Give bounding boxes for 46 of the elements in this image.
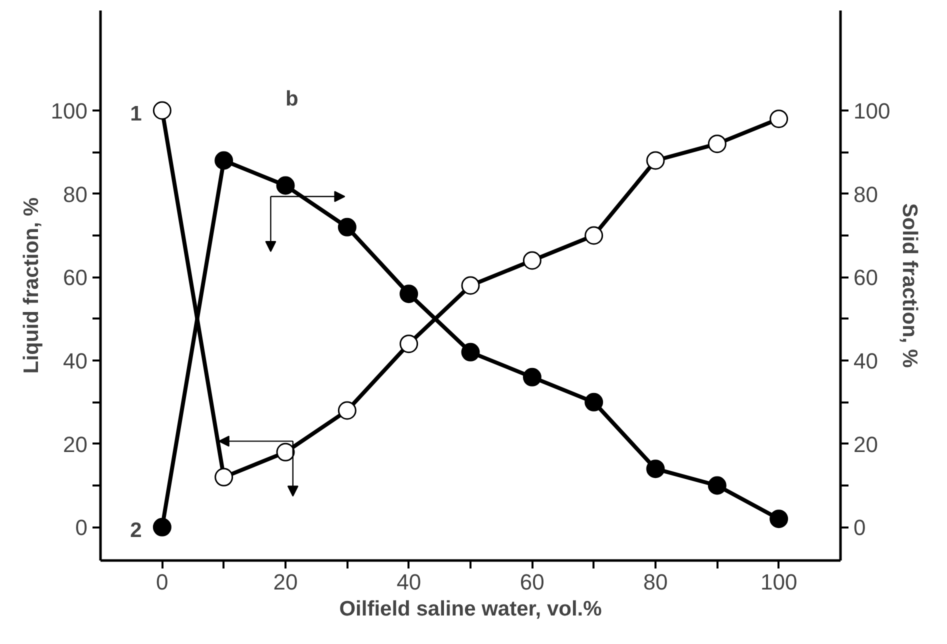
x-tick-label: 60 — [520, 570, 544, 594]
point — [646, 460, 665, 478]
x-tick-label: 40 — [396, 570, 422, 594]
point — [400, 334, 418, 354]
point — [646, 151, 665, 170]
annotation: b — [286, 88, 298, 110]
y2-axis-title: Solid fraction, % — [898, 203, 922, 368]
point — [338, 401, 356, 420]
point — [461, 342, 480, 362]
y-tick-label: 100 — [50, 98, 88, 124]
point — [338, 218, 356, 236]
point — [214, 468, 234, 486]
point — [152, 518, 172, 536]
point — [584, 226, 604, 245]
series-label: 2 — [130, 519, 142, 542]
y-tick-label: 80 — [63, 182, 88, 207]
y2-tick-label: 100 — [854, 98, 890, 124]
point — [276, 442, 295, 462]
y-tick-label: 60 — [63, 265, 88, 290]
y-tick-label: 40 — [63, 348, 88, 374]
y-tick-label: 20 — [63, 432, 88, 457]
x-tick-label: 100 — [760, 570, 798, 594]
point — [214, 151, 234, 170]
point — [708, 476, 726, 495]
point — [461, 276, 480, 295]
point — [522, 251, 542, 270]
point — [584, 392, 604, 412]
series-label: 1 — [130, 102, 142, 126]
point — [770, 110, 788, 128]
y-tick-label: 0 — [75, 515, 88, 540]
point — [400, 284, 418, 304]
x-tick-label: 0 — [156, 570, 168, 594]
y2-tick-label: 20 — [854, 432, 878, 457]
x-tick-label: 20 — [273, 570, 298, 594]
y2-tick-label: 60 — [854, 265, 878, 290]
point — [152, 101, 172, 120]
point — [522, 368, 542, 386]
y-axis-title: Liquid fraction, % — [20, 197, 43, 374]
point — [276, 176, 295, 195]
point — [708, 134, 726, 154]
point — [770, 510, 788, 528]
x-axis-title: Oilfield saline water, vol.% — [339, 598, 602, 620]
y2-tick-label: 40 — [854, 348, 878, 374]
y2-tick-label: 0 — [854, 515, 866, 540]
y2-tick-label: 80 — [854, 182, 878, 207]
x-tick-label: 80 — [643, 570, 668, 594]
